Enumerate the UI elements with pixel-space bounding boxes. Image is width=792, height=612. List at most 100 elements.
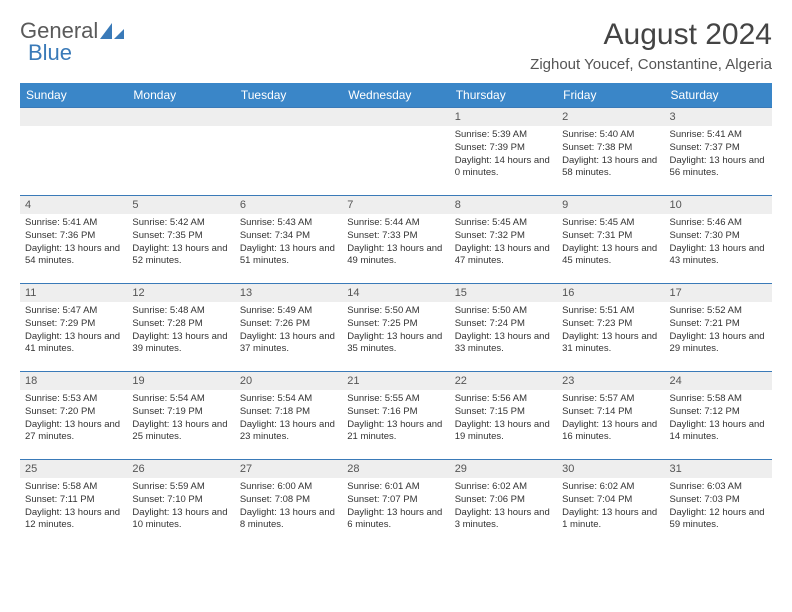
- day-details: Sunrise: 5:58 AMSunset: 7:11 PMDaylight:…: [20, 478, 127, 536]
- sunrise-line: Sunrise: 5:47 AM: [25, 305, 122, 318]
- sunset-line: Sunset: 7:06 PM: [455, 494, 552, 507]
- sunrise-line: Sunrise: 5:42 AM: [132, 217, 229, 230]
- day-details: Sunrise: 5:46 AMSunset: 7:30 PMDaylight:…: [665, 214, 772, 272]
- day-details: Sunrise: 6:02 AMSunset: 7:04 PMDaylight:…: [557, 478, 664, 536]
- day-details: Sunrise: 5:52 AMSunset: 7:21 PMDaylight:…: [665, 302, 772, 360]
- day-number: 29: [450, 460, 557, 478]
- calendar-day-cell: 19Sunrise: 5:54 AMSunset: 7:19 PMDayligh…: [127, 372, 234, 460]
- daylight-line: Daylight: 13 hours and 45 minutes.: [562, 243, 659, 269]
- sunset-line: Sunset: 7:14 PM: [562, 406, 659, 419]
- sunrise-line: Sunrise: 5:46 AM: [670, 217, 767, 230]
- weekday-header: Wednesday: [342, 83, 449, 108]
- day-details: Sunrise: 6:02 AMSunset: 7:06 PMDaylight:…: [450, 478, 557, 536]
- calendar-day-cell: 20Sunrise: 5:54 AMSunset: 7:18 PMDayligh…: [235, 372, 342, 460]
- calendar-week-row: 25Sunrise: 5:58 AMSunset: 7:11 PMDayligh…: [20, 460, 772, 548]
- day-number: 21: [342, 372, 449, 390]
- weekday-header: Saturday: [665, 83, 772, 108]
- day-details: Sunrise: 5:55 AMSunset: 7:16 PMDaylight:…: [342, 390, 449, 448]
- calendar-week-row: 11Sunrise: 5:47 AMSunset: 7:29 PMDayligh…: [20, 284, 772, 372]
- day-details: Sunrise: 6:03 AMSunset: 7:03 PMDaylight:…: [665, 478, 772, 536]
- day-details: Sunrise: 5:51 AMSunset: 7:23 PMDaylight:…: [557, 302, 664, 360]
- sunset-line: Sunset: 7:15 PM: [455, 406, 552, 419]
- calendar-day-cell: 13Sunrise: 5:49 AMSunset: 7:26 PMDayligh…: [235, 284, 342, 372]
- day-details: Sunrise: 5:39 AMSunset: 7:39 PMDaylight:…: [450, 126, 557, 184]
- calendar-week-row: 18Sunrise: 5:53 AMSunset: 7:20 PMDayligh…: [20, 372, 772, 460]
- day-number: 1: [450, 108, 557, 126]
- calendar-day-cell: 27Sunrise: 6:00 AMSunset: 7:08 PMDayligh…: [235, 460, 342, 548]
- day-number: 3: [665, 108, 772, 126]
- daylight-line: Daylight: 13 hours and 12 minutes.: [25, 507, 122, 533]
- sunrise-line: Sunrise: 5:51 AM: [562, 305, 659, 318]
- day-number: 9: [557, 196, 664, 214]
- daylight-line: Daylight: 13 hours and 56 minutes.: [670, 155, 767, 181]
- sunrise-line: Sunrise: 5:52 AM: [670, 305, 767, 318]
- sunset-line: Sunset: 7:34 PM: [240, 230, 337, 243]
- calendar-day-cell: .: [342, 108, 449, 196]
- day-number: 19: [127, 372, 234, 390]
- calendar-day-cell: 29Sunrise: 6:02 AMSunset: 7:06 PMDayligh…: [450, 460, 557, 548]
- day-number: 26: [127, 460, 234, 478]
- calendar-day-cell: 25Sunrise: 5:58 AMSunset: 7:11 PMDayligh…: [20, 460, 127, 548]
- calendar-day-cell: 2Sunrise: 5:40 AMSunset: 7:38 PMDaylight…: [557, 108, 664, 196]
- day-number: 20: [235, 372, 342, 390]
- sunset-line: Sunset: 7:30 PM: [670, 230, 767, 243]
- sunset-line: Sunset: 7:36 PM: [25, 230, 122, 243]
- sunrise-line: Sunrise: 6:02 AM: [455, 481, 552, 494]
- calendar-day-cell: 28Sunrise: 6:01 AMSunset: 7:07 PMDayligh…: [342, 460, 449, 548]
- day-number: 4: [20, 196, 127, 214]
- sunset-line: Sunset: 7:03 PM: [670, 494, 767, 507]
- day-number: 5: [127, 196, 234, 214]
- daylight-line: Daylight: 13 hours and 27 minutes.: [25, 419, 122, 445]
- calendar-day-cell: 26Sunrise: 5:59 AMSunset: 7:10 PMDayligh…: [127, 460, 234, 548]
- calendar-day-cell: 5Sunrise: 5:42 AMSunset: 7:35 PMDaylight…: [127, 196, 234, 284]
- day-details: Sunrise: 5:54 AMSunset: 7:18 PMDaylight:…: [235, 390, 342, 448]
- daylight-line: Daylight: 13 hours and 54 minutes.: [25, 243, 122, 269]
- sunset-line: Sunset: 7:31 PM: [562, 230, 659, 243]
- day-details: Sunrise: 5:41 AMSunset: 7:37 PMDaylight:…: [665, 126, 772, 184]
- sunset-line: Sunset: 7:11 PM: [25, 494, 122, 507]
- calendar-day-cell: .: [20, 108, 127, 196]
- sunset-line: Sunset: 7:23 PM: [562, 318, 659, 331]
- day-details: Sunrise: 5:45 AMSunset: 7:31 PMDaylight:…: [557, 214, 664, 272]
- sunrise-line: Sunrise: 5:50 AM: [347, 305, 444, 318]
- day-details: Sunrise: 5:54 AMSunset: 7:19 PMDaylight:…: [127, 390, 234, 448]
- day-details: Sunrise: 5:47 AMSunset: 7:29 PMDaylight:…: [20, 302, 127, 360]
- day-number: 22: [450, 372, 557, 390]
- calendar-day-cell: 3Sunrise: 5:41 AMSunset: 7:37 PMDaylight…: [665, 108, 772, 196]
- day-number: 28: [342, 460, 449, 478]
- sunset-line: Sunset: 7:38 PM: [562, 142, 659, 155]
- day-number: 8: [450, 196, 557, 214]
- calendar-day-cell: 6Sunrise: 5:43 AMSunset: 7:34 PMDaylight…: [235, 196, 342, 284]
- sunrise-line: Sunrise: 6:00 AM: [240, 481, 337, 494]
- sunset-line: Sunset: 7:16 PM: [347, 406, 444, 419]
- day-details: Sunrise: 5:53 AMSunset: 7:20 PMDaylight:…: [20, 390, 127, 448]
- calendar-day-cell: 1Sunrise: 5:39 AMSunset: 7:39 PMDaylight…: [450, 108, 557, 196]
- sunset-line: Sunset: 7:32 PM: [455, 230, 552, 243]
- month-title: August 2024: [530, 18, 772, 52]
- sunset-line: Sunset: 7:18 PM: [240, 406, 337, 419]
- daylight-line: Daylight: 13 hours and 39 minutes.: [132, 331, 229, 357]
- daylight-line: Daylight: 13 hours and 1 minute.: [562, 507, 659, 533]
- weekday-header: Thursday: [450, 83, 557, 108]
- daylight-line: Daylight: 13 hours and 19 minutes.: [455, 419, 552, 445]
- sunrise-line: Sunrise: 5:40 AM: [562, 129, 659, 142]
- day-details: Sunrise: 5:48 AMSunset: 7:28 PMDaylight:…: [127, 302, 234, 360]
- sunrise-line: Sunrise: 5:44 AM: [347, 217, 444, 230]
- day-number: 14: [342, 284, 449, 302]
- daylight-line: Daylight: 13 hours and 33 minutes.: [455, 331, 552, 357]
- calendar-week-row: 4Sunrise: 5:41 AMSunset: 7:36 PMDaylight…: [20, 196, 772, 284]
- calendar-day-cell: 21Sunrise: 5:55 AMSunset: 7:16 PMDayligh…: [342, 372, 449, 460]
- daylight-line: Daylight: 13 hours and 47 minutes.: [455, 243, 552, 269]
- day-number: 24: [665, 372, 772, 390]
- day-details: Sunrise: 5:44 AMSunset: 7:33 PMDaylight:…: [342, 214, 449, 272]
- calendar-day-cell: 8Sunrise: 5:45 AMSunset: 7:32 PMDaylight…: [450, 196, 557, 284]
- daylight-line: Daylight: 13 hours and 49 minutes.: [347, 243, 444, 269]
- day-details: Sunrise: 6:00 AMSunset: 7:08 PMDaylight:…: [235, 478, 342, 536]
- calendar-day-cell: 24Sunrise: 5:58 AMSunset: 7:12 PMDayligh…: [665, 372, 772, 460]
- sunrise-line: Sunrise: 5:54 AM: [132, 393, 229, 406]
- day-details: Sunrise: 5:43 AMSunset: 7:34 PMDaylight:…: [235, 214, 342, 272]
- day-number: 18: [20, 372, 127, 390]
- day-details: Sunrise: 5:41 AMSunset: 7:36 PMDaylight:…: [20, 214, 127, 272]
- calendar-page: General August 2024 Zighout Youcef, Cons…: [0, 0, 792, 558]
- sunrise-line: Sunrise: 6:02 AM: [562, 481, 659, 494]
